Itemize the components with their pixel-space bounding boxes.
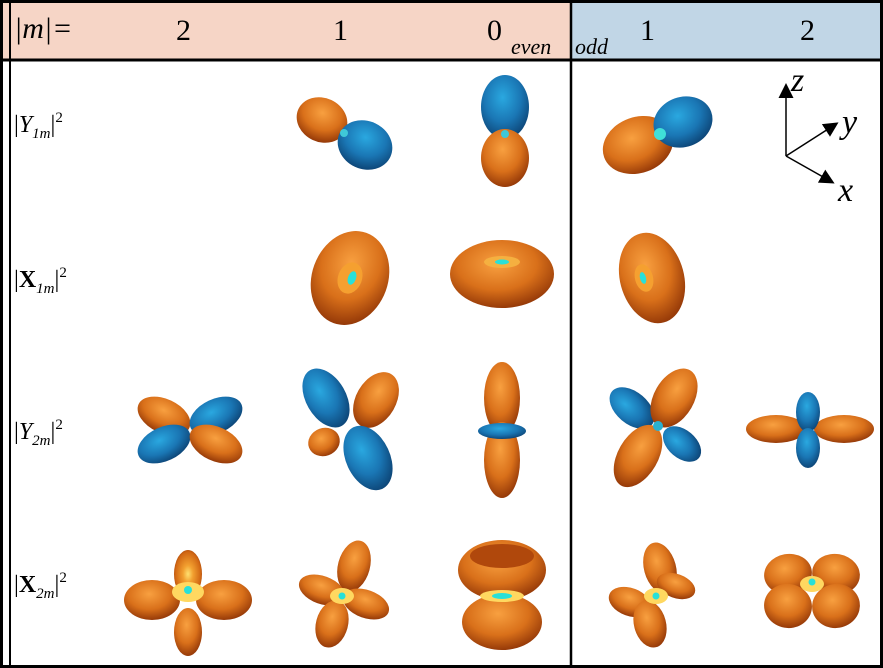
y2m-even0-dz2 — [478, 362, 526, 498]
axes-indicator — [778, 83, 839, 184]
y2m-odd1-clover — [609, 368, 702, 488]
y1m-even1-dumbbell — [296, 97, 393, 170]
col-header-even-0: 0 — [487, 14, 502, 47]
x2m-odd1-clover — [608, 542, 696, 648]
axis-y-label: y — [842, 104, 858, 141]
x2m-even0-double-bowl — [458, 540, 546, 650]
x1m-even1-ellipsoid — [310, 231, 390, 325]
even-header-bg — [2, 2, 570, 60]
row-label-x1m: |X1m|2 — [14, 265, 67, 297]
m-label: |m|= — [14, 12, 73, 45]
col-header-odd-1: 1 — [640, 14, 655, 47]
axis-x-label: x — [838, 172, 854, 209]
y1m-even0-dumbbell — [481, 75, 529, 187]
x2m-even2-clover — [124, 550, 252, 656]
row-label-y2m: |Y2m|2 — [14, 417, 63, 449]
axis-z-label: z — [791, 62, 805, 99]
col-header-odd-2: 2 — [800, 14, 815, 47]
x2m-odd2-butterfly — [764, 553, 860, 629]
col-header-even-1: 1 — [333, 14, 348, 47]
x1m-even0-torus — [450, 240, 554, 308]
y1m-odd1-dumbbell — [602, 96, 713, 175]
col-header-even-2: 2 — [176, 14, 191, 47]
y2m-even2-clover — [137, 396, 243, 464]
odd-label: odd — [575, 34, 608, 59]
row-label-x2m: |X2m|2 — [14, 570, 67, 602]
odd-header-bg — [571, 2, 883, 60]
x2m-even1-clover — [298, 540, 390, 648]
x1m-odd1-ellipsoid — [618, 232, 686, 324]
row-label-y1m: |Y1m|2 — [14, 110, 63, 142]
y2m-odd2-cross — [746, 392, 874, 468]
even-label: even — [511, 34, 552, 59]
y2m-even1-clover — [302, 368, 399, 491]
